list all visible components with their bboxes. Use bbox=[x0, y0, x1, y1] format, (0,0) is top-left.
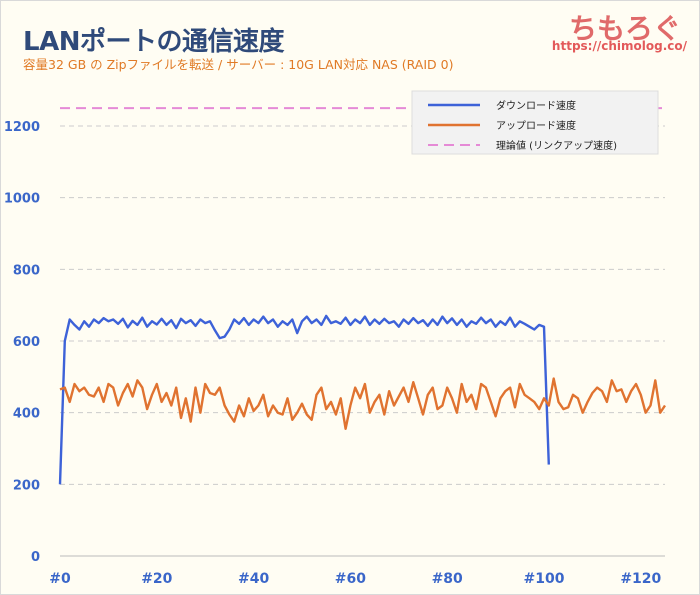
series-line-download bbox=[58, 314, 550, 485]
grid-layer bbox=[60, 125, 665, 485]
y-tick-label: 800 bbox=[13, 263, 40, 278]
y-tick-label: 1000 bbox=[4, 192, 40, 207]
legend-box bbox=[411, 90, 659, 155]
y-tick-label: 0 bbox=[31, 550, 40, 565]
x-tick-label: #80 bbox=[432, 571, 463, 587]
site-logo-url: https://chimolog.co/ bbox=[551, 39, 687, 53]
chart-subtitle: 容量32 GB の Zipファイルを転送 / サーバー : 10G LAN対応 … bbox=[23, 57, 454, 72]
x-tick-label: #60 bbox=[335, 571, 366, 587]
series-line-upload bbox=[59, 377, 666, 430]
chart-title: LANポートの通信速度 bbox=[23, 27, 284, 57]
x-tick-label: #40 bbox=[238, 571, 269, 587]
legend-label-download: ダウンロード速度 bbox=[496, 99, 576, 112]
y-tick-label: 600 bbox=[13, 335, 40, 350]
x-tick-label: #120 bbox=[620, 571, 661, 587]
series-layer bbox=[58, 107, 666, 485]
y-tick-label: 200 bbox=[13, 478, 40, 493]
x-tick-label: #100 bbox=[524, 571, 565, 587]
y-tick-label: 1200 bbox=[4, 120, 40, 135]
legend-label-theoretical: 理論値 (リンクアップ速度) bbox=[496, 139, 617, 152]
chart-legend: ダウンロード速度 アップロード速度 理論値 (リンクアップ速度) bbox=[411, 90, 659, 155]
x-tick-label: #0 bbox=[49, 571, 71, 587]
y-tick-label: 400 bbox=[13, 407, 40, 422]
site-logo-text: ちもろぐ bbox=[568, 12, 681, 45]
x-tick-label: #20 bbox=[141, 571, 172, 587]
legend-label-upload: アップロード速度 bbox=[496, 119, 576, 132]
axis-layer: 0 200 400 600 800 1000 1200 #0 #20 #40 #60 #80 #100 #… bbox=[4, 120, 665, 587]
